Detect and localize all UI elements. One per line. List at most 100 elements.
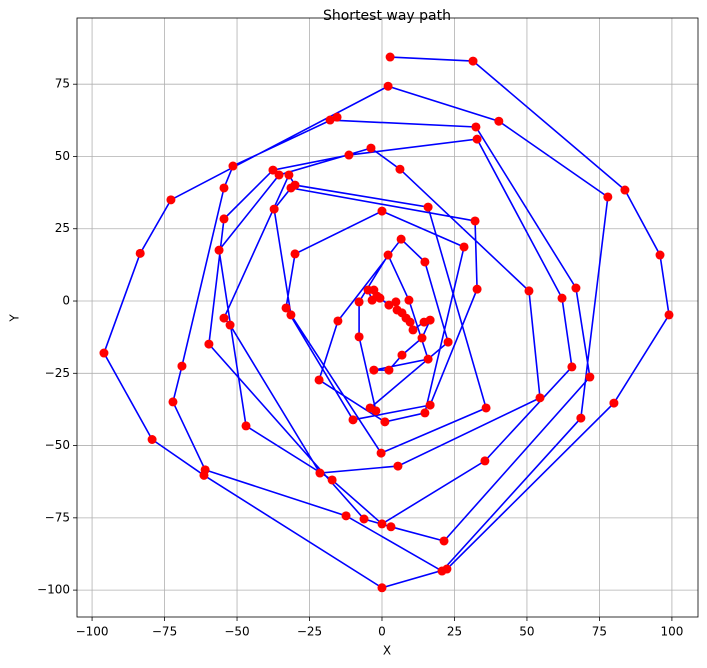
x-tick-label: 25 [447,625,462,639]
x-tick-label: −50 [224,625,249,639]
point-marker [359,514,369,524]
point-marker [423,354,433,364]
point-marker [557,293,567,303]
point-marker [439,536,449,546]
x-tick-label: 75 [592,625,607,639]
point-marker [315,468,325,478]
point-marker [225,320,235,330]
y-tick-label: 0 [62,294,70,308]
point-marker [269,204,279,214]
point-marker [377,519,387,529]
plot-frame [76,17,699,618]
point-marker [367,295,377,305]
point-marker [274,170,284,180]
point-marker [204,339,214,349]
point-marker [341,511,351,521]
point-marker [609,398,619,408]
point-marker [377,206,387,216]
y-tick-label: −25 [45,366,70,380]
point-marker [395,164,405,174]
point-marker [363,285,373,295]
point-marker [219,313,229,323]
point-marker [603,192,613,202]
x-tick-label: −25 [297,625,322,639]
point-marker [354,297,364,307]
point-marker [369,365,379,375]
point-marker [420,408,430,418]
point-marker [376,448,386,458]
point-marker [281,303,291,313]
point-marker [524,286,534,296]
point-marker [284,170,294,180]
point-marker [535,393,545,403]
point-marker [470,216,480,226]
point-marker [384,365,394,375]
y-tick-label: 25 [55,221,70,235]
point-marker [147,434,157,444]
point-marker [332,112,342,122]
point-marker [384,300,394,310]
point-marker [344,150,354,160]
point-marker [420,257,430,267]
point-marker [377,583,387,593]
point-marker [408,325,418,335]
chart-title: Shortest way path [323,8,451,24]
point-marker [481,403,491,413]
point-marker [392,305,402,315]
point-marker [135,248,145,258]
x-tick-label: 0 [378,625,386,639]
point-marker [393,461,403,471]
x-tick-label: 50 [519,625,534,639]
point-marker [371,406,381,416]
point-marker [380,417,390,427]
x-tick-label: −100 [76,625,109,639]
point-marker [567,362,577,372]
point-marker [425,400,435,410]
point-marker [571,283,581,293]
point-marker [327,475,337,485]
point-marker [459,242,469,252]
point-marker [268,165,278,175]
point-marker [472,134,482,144]
point-marker [396,234,406,244]
point-marker [383,250,393,260]
point-marker [383,81,393,91]
point-marker [576,413,586,423]
point-marker [471,122,481,132]
point-marker [397,350,407,360]
point-marker [585,372,595,382]
point-marker [286,183,296,193]
point-marker [219,214,229,224]
point-marker [423,202,433,212]
point-marker [494,116,504,126]
y-tick-label: −100 [37,583,70,597]
point-marker [241,421,251,431]
point-marker [99,348,109,358]
point-marker [200,465,210,475]
point-marker [472,284,482,294]
y-axis-label: Y [8,314,22,323]
point-marker [385,52,395,62]
point-marker [177,361,187,371]
point-marker [419,317,429,327]
point-marker [443,337,453,347]
point-marker [417,333,427,343]
y-tick-label: 50 [55,149,70,163]
point-marker [286,310,296,320]
point-marker [437,566,447,576]
y-tick-label: 75 [55,77,70,91]
point-marker [333,316,343,326]
point-marker [655,250,665,260]
path-line [103,56,670,589]
point-marker [664,310,674,320]
point-marker [228,161,238,171]
point-marker [219,183,229,193]
point-marker [468,56,478,66]
x-axis-label: X [383,644,391,658]
y-tick-label: −50 [45,438,70,452]
x-tick-label: 100 [660,625,683,639]
point-marker [391,297,401,307]
point-marker [386,522,396,532]
point-marker [168,397,178,407]
